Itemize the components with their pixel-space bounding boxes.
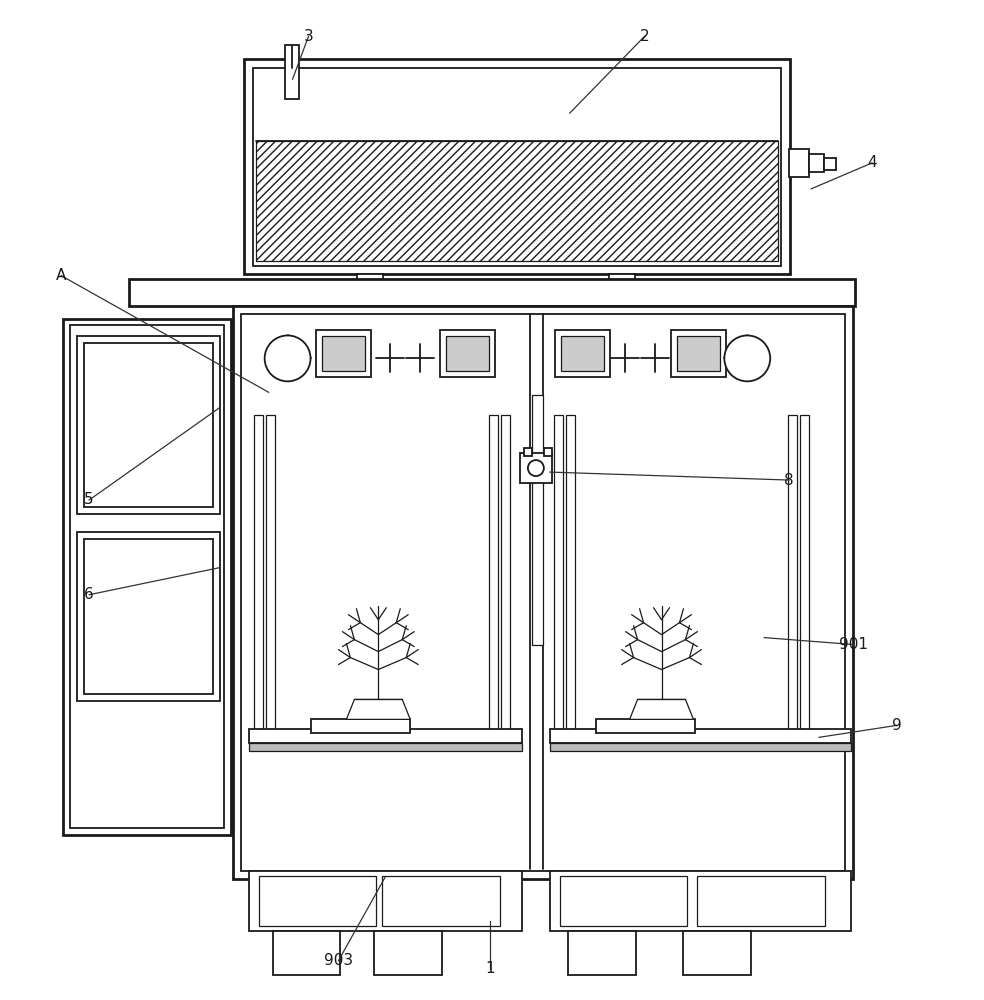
Polygon shape xyxy=(346,699,410,719)
Bar xyxy=(566,415,575,739)
Circle shape xyxy=(527,460,544,476)
Polygon shape xyxy=(630,699,694,719)
Bar xyxy=(85,539,213,694)
Bar xyxy=(544,448,552,456)
Bar xyxy=(311,719,410,733)
Bar xyxy=(824,158,836,170)
Bar xyxy=(256,141,778,261)
Bar xyxy=(684,931,751,975)
Bar xyxy=(77,532,219,701)
Text: 9: 9 xyxy=(892,718,901,733)
Bar xyxy=(698,876,825,926)
Bar xyxy=(241,314,845,871)
Bar xyxy=(70,325,223,828)
Bar xyxy=(323,336,365,371)
Bar xyxy=(446,336,489,371)
Bar xyxy=(129,279,855,306)
Bar xyxy=(568,931,636,975)
Bar xyxy=(501,415,510,739)
Bar xyxy=(532,395,543,645)
Text: 5: 5 xyxy=(85,492,93,507)
Text: 8: 8 xyxy=(784,473,794,488)
Text: 3: 3 xyxy=(304,29,313,44)
Bar xyxy=(233,306,853,879)
Bar xyxy=(671,330,726,377)
Bar xyxy=(595,719,696,733)
Bar xyxy=(788,415,797,739)
Bar xyxy=(789,149,809,177)
Bar xyxy=(249,871,522,931)
Bar xyxy=(554,415,563,739)
Bar xyxy=(609,274,635,296)
Circle shape xyxy=(724,335,770,381)
Text: 6: 6 xyxy=(85,587,94,602)
Bar xyxy=(809,154,824,172)
Bar xyxy=(259,876,376,926)
Bar xyxy=(561,336,603,371)
Bar xyxy=(249,743,522,751)
Bar xyxy=(440,330,495,377)
Text: A: A xyxy=(56,268,66,283)
Bar xyxy=(520,453,552,483)
Bar xyxy=(357,274,384,296)
Text: 1: 1 xyxy=(485,961,495,976)
Bar xyxy=(677,336,720,371)
Bar xyxy=(244,59,790,274)
Bar xyxy=(85,343,213,507)
Bar xyxy=(284,45,298,99)
Text: 4: 4 xyxy=(867,155,877,170)
Bar xyxy=(383,876,500,926)
Bar xyxy=(550,729,851,743)
Bar xyxy=(77,336,219,514)
Bar xyxy=(249,729,522,743)
Bar xyxy=(550,743,851,751)
Bar xyxy=(253,68,781,266)
Bar xyxy=(560,876,688,926)
Bar xyxy=(489,415,498,739)
Text: 2: 2 xyxy=(640,29,649,44)
Bar xyxy=(266,415,275,739)
Bar xyxy=(254,415,263,739)
Bar xyxy=(555,330,610,377)
Bar xyxy=(550,871,851,931)
Text: 901: 901 xyxy=(839,637,869,652)
Text: 903: 903 xyxy=(324,953,353,968)
Bar xyxy=(523,448,532,456)
Circle shape xyxy=(265,335,311,381)
Bar xyxy=(63,319,230,835)
Bar xyxy=(800,415,809,739)
Bar xyxy=(317,330,371,377)
Bar xyxy=(273,931,340,975)
Bar xyxy=(374,931,442,975)
